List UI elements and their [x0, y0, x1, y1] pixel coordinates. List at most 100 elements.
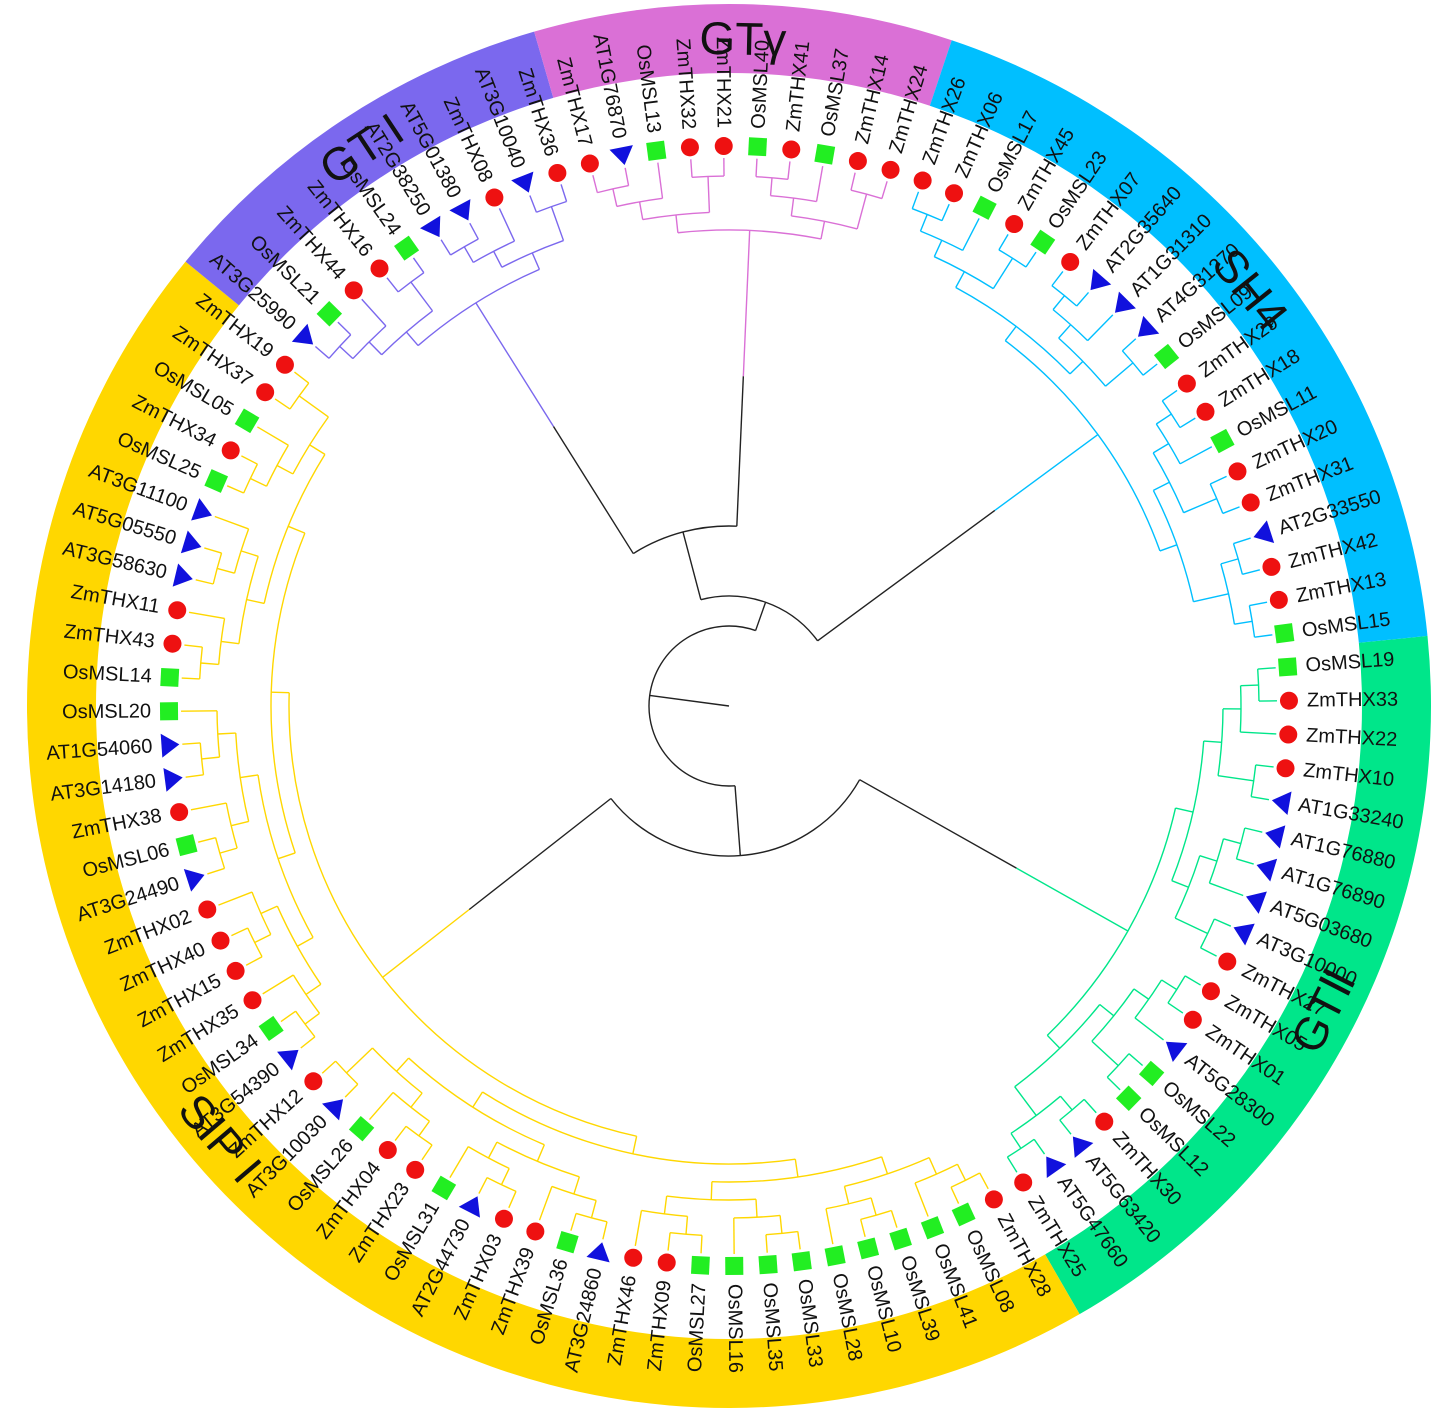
leaf-marker-ZmTHX22 [1279, 725, 1298, 744]
branch-segment [309, 444, 326, 455]
clade-stem-sip1 [382, 908, 470, 978]
leaf-marker-AT5G01380 [449, 199, 471, 221]
branch-segment [1046, 1034, 1061, 1049]
branch-segment [463, 246, 474, 263]
leaf-marker-AT2G35640 [1090, 268, 1112, 291]
branch-segment [214, 515, 249, 530]
branch-segment [207, 867, 225, 875]
leaf-marker-ZmTHX01 [1183, 1010, 1202, 1029]
leaf-marker-ZmTHX32 [680, 138, 699, 157]
branch-segment [787, 161, 791, 180]
leaf-marker-ZmTHX28 [984, 1190, 1003, 1209]
branch-segment [1220, 558, 1239, 565]
branch-segment [418, 1120, 431, 1137]
branch-arc [216, 710, 221, 758]
leaf-marker-AT1G33240 [1271, 791, 1292, 816]
branch-segment [624, 167, 630, 186]
branch-arc [1121, 350, 1144, 376]
branch-segment [797, 1231, 801, 1250]
branch-segment [217, 732, 236, 735]
branch-segment [440, 239, 452, 256]
branch-segment [1254, 634, 1273, 638]
leaf-marker-OsMSL41 [920, 1216, 945, 1240]
leaf-marker-AT4G31270 [1137, 315, 1160, 337]
branch-segment [843, 1186, 850, 1204]
branch-arc [335, 1060, 359, 1085]
leaf-marker-ZmTHX14 [848, 152, 867, 171]
branch-segment [204, 547, 222, 554]
root-stem [649, 694, 730, 707]
branch-segment [245, 956, 263, 966]
branch-segment [881, 1156, 889, 1175]
backbone-segment [859, 779, 1017, 869]
leaf-marker-AT2G44730 [458, 1196, 480, 1218]
branch-segment [1142, 363, 1158, 376]
branch-segment [820, 221, 826, 240]
branch-arc [295, 1010, 316, 1038]
leaf-marker-ZmTHX23 [406, 1160, 425, 1179]
branch-segment [240, 774, 259, 779]
leaf-marker-ZmTHX46 [624, 1248, 643, 1267]
leaf-marker-ZmTHX34 [221, 441, 240, 460]
branch-segment [231, 820, 249, 827]
ring-segment-gtg [534, 3, 952, 106]
branch-segment [1199, 854, 1218, 862]
leaf-marker-AT3G24490 [183, 868, 205, 892]
leaf-marker-OsMSL08 [951, 1202, 976, 1227]
leaf-marker-ZmTHX06 [945, 184, 964, 203]
leaf-marker-ZmTHX07 [1061, 252, 1080, 271]
branch-segment [339, 345, 354, 360]
leaf-marker-OsMSL31 [431, 1175, 457, 1201]
branch-segment [1010, 1132, 1022, 1149]
leaf-marker-OsMSL35 [758, 1255, 778, 1275]
ring-segment-sip1 [26, 261, 1080, 1409]
branch-segment [1223, 838, 1242, 845]
branch-segment [950, 1186, 960, 1204]
branch-segment [690, 159, 693, 178]
branch-segment [1242, 569, 1260, 576]
leaf-marker-OsMSL36 [556, 1230, 579, 1254]
branch-segment [181, 677, 200, 680]
branch-segment [1249, 601, 1268, 607]
branch-segment [1134, 1017, 1164, 1041]
leaf-marker-ZmTHX19 [275, 355, 294, 374]
branch-arc [1058, 337, 1107, 387]
branch-segment [250, 477, 267, 487]
branch-segment [710, 1181, 713, 1200]
leaf-marker-AT1G76870 [609, 145, 633, 165]
leaf-marker-ZmTHX24 [881, 160, 900, 179]
branch-segment [410, 281, 434, 312]
branch-arc [1257, 668, 1260, 702]
leaf-marker-ZmTHX37 [256, 383, 275, 402]
branch-segment [1161, 389, 1178, 402]
clade-label-gtg: GTγ [699, 12, 787, 66]
branch-arc [1007, 1138, 1035, 1158]
branch-segment [1193, 593, 1229, 603]
branch-segment [992, 257, 1014, 290]
branch-segment [410, 1092, 423, 1108]
leaf-marker-ZmTHX44 [344, 281, 363, 300]
branch-segment [1004, 325, 1017, 342]
leaf-marker-ZmTHX25 [1014, 1173, 1033, 1192]
branch-segment [675, 214, 679, 233]
leaf-label-ZmTHX22: ZmTHX22 [1306, 724, 1398, 751]
leaf-marker-ZmTHX09 [657, 1253, 676, 1272]
leaf-marker-OsMSL17 [972, 195, 997, 220]
branch-segment [478, 1177, 488, 1194]
branch-arc [1134, 979, 1163, 1019]
branch-segment [254, 933, 272, 944]
branch-segment [570, 1213, 577, 1231]
branch-segment [226, 485, 244, 494]
branch-segment [663, 1195, 668, 1214]
branch-segment [276, 464, 294, 475]
branch-segment [1105, 362, 1134, 387]
branch-arc [243, 463, 259, 494]
branch-segment [201, 756, 220, 760]
branch-segment [657, 162, 664, 199]
branch-segment [1171, 880, 1189, 888]
branch-segment [638, 201, 644, 220]
leaf-label-OsMSL20: OsMSL20 [62, 700, 151, 723]
branch-segment [779, 1215, 783, 1234]
leaf-marker-ZmTHX05 [1201, 982, 1220, 1001]
leaf-marker-ZmTHX38 [170, 803, 189, 822]
